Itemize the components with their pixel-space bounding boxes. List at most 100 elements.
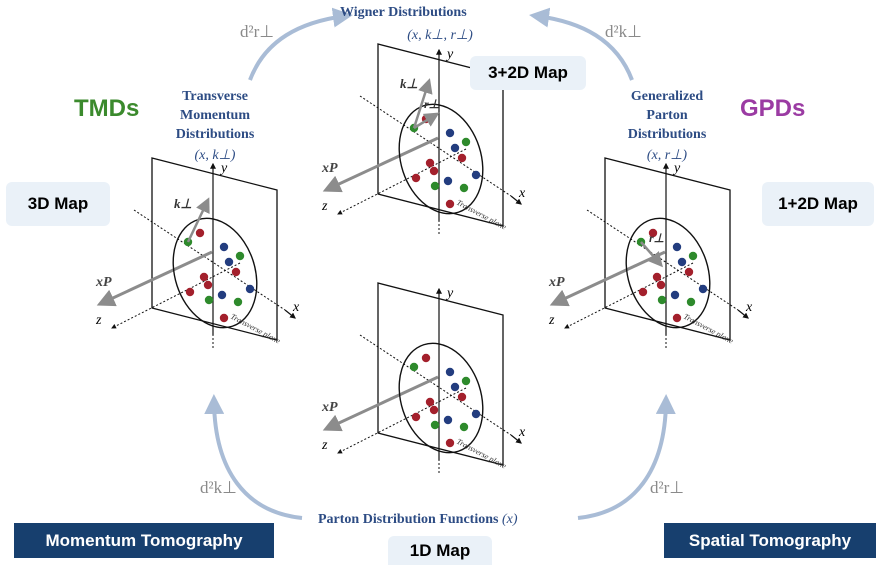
transverse-plane (604, 157, 731, 341)
flow-arrow-bottom-left (204, 394, 303, 520)
flow-arrow-bottom-right (577, 394, 676, 520)
parton-dot (443, 176, 453, 186)
xp-arrow (322, 375, 439, 432)
r-perp-label: r⊥ (649, 231, 664, 245)
tmds-title: Transverse Momentum Distributions (155, 87, 275, 144)
parton-dot (219, 313, 229, 323)
z-axis-label: z (95, 313, 102, 328)
parton-dot (443, 415, 453, 425)
parton-dot (461, 137, 471, 147)
y-axis-label: y (219, 161, 228, 176)
gpds-vars: (x, r⊥) (646, 148, 688, 163)
x-axis-arrow (510, 195, 522, 205)
xp-label: xP (95, 275, 112, 290)
x-axis-arrow (510, 434, 522, 444)
parton-dot (445, 128, 455, 138)
gpds-title: Generalized Parton Distributions (607, 87, 727, 144)
parton-dot (411, 173, 421, 183)
parton-dot (224, 257, 234, 267)
distribution-ellipse (625, 217, 711, 329)
parton-dot (445, 199, 455, 209)
wigner-title: Wigner Distributions (340, 5, 467, 20)
r-perp-arrow (640, 241, 663, 268)
gpds-title-line: Parton (646, 108, 688, 123)
parton-dot (648, 228, 658, 238)
integral-bottom-left: d²k⊥ (200, 478, 237, 497)
parton-dot (459, 422, 469, 432)
wigner-vars: (x, k⊥, r⊥) (407, 28, 473, 43)
parton-dot (235, 251, 245, 261)
parton-dot (219, 242, 229, 252)
x-axis-arrow (284, 309, 296, 319)
parton-dot (698, 284, 708, 294)
k-perp-arrow (412, 78, 433, 129)
xp-arrow (549, 250, 666, 307)
parton-dot (677, 257, 687, 267)
parton-dot (203, 280, 213, 290)
integral-bottom-right: d²r⊥ (650, 478, 685, 497)
gpds-label: GPDs (740, 95, 806, 122)
transverse-plane (377, 282, 504, 466)
xp-label: xP (321, 161, 338, 176)
x-axis-arrow (737, 309, 749, 319)
parton-dot (409, 362, 419, 372)
xp-arrow (96, 250, 213, 307)
r-perp-arrow (413, 112, 440, 130)
xp-label: xP (548, 275, 565, 290)
integral-top-right: d²k⊥ (605, 22, 642, 41)
parton-dot (204, 295, 214, 305)
parton-dot (652, 272, 662, 282)
parton-dot (429, 166, 439, 176)
z-axis-label: z (321, 438, 328, 453)
map-label-3d: 3D Map (27, 194, 89, 213)
map-box-3d: 3D Map (6, 182, 110, 226)
parton-dot (411, 412, 421, 422)
z-axis-label: z (548, 313, 555, 328)
parton-dot (670, 290, 680, 300)
parton-dot (457, 392, 467, 402)
parton-dot (461, 376, 471, 386)
momentum-tomography-label: Momentum Tomography (45, 530, 243, 550)
tmds-title-line: Momentum (180, 108, 250, 123)
parton-dot (450, 143, 460, 153)
k-perp-label: k⊥ (174, 196, 192, 211)
parton-dot (233, 297, 243, 307)
parton-dot (217, 290, 227, 300)
map-label-1d: 1D Map (409, 540, 471, 560)
x-axis-label: x (745, 300, 753, 315)
parton-dot (445, 438, 455, 448)
transverse-plane (151, 157, 278, 341)
k-perp-label: k⊥ (400, 76, 418, 91)
gpds-title-line: Generalized (630, 89, 704, 104)
x-axis-label: x (518, 186, 526, 201)
parton-dot (245, 284, 255, 294)
parton-dot (638, 287, 648, 297)
gpds-title-line: Distributions (627, 127, 707, 142)
distribution-ellipse (398, 103, 484, 215)
flow-arrow-top-right (529, 7, 634, 81)
parton-dot (450, 382, 460, 392)
parton-dot (430, 181, 440, 191)
spatial-tomography-label: Spatial Tomography (688, 530, 852, 550)
parton-dot (430, 420, 440, 430)
map-box-1d: 1D Map (388, 536, 492, 565)
parton-dot (657, 295, 667, 305)
spatial-tomography-box: Spatial Tomography (664, 523, 876, 558)
x-axis-label: x (292, 300, 300, 315)
map-label-1plus2d: 1+2D Map (778, 194, 858, 213)
distribution-ellipse (398, 342, 484, 454)
parton-dot (445, 367, 455, 377)
pdf-var: (x) (501, 512, 518, 527)
parton-dot (684, 267, 694, 277)
parton-dot (425, 397, 435, 407)
parton-dot (471, 170, 481, 180)
parton-dot (656, 280, 666, 290)
parton-dot (195, 228, 205, 238)
parton-dot (421, 353, 431, 363)
parton-dot (686, 297, 696, 307)
parton-dot (457, 153, 467, 163)
